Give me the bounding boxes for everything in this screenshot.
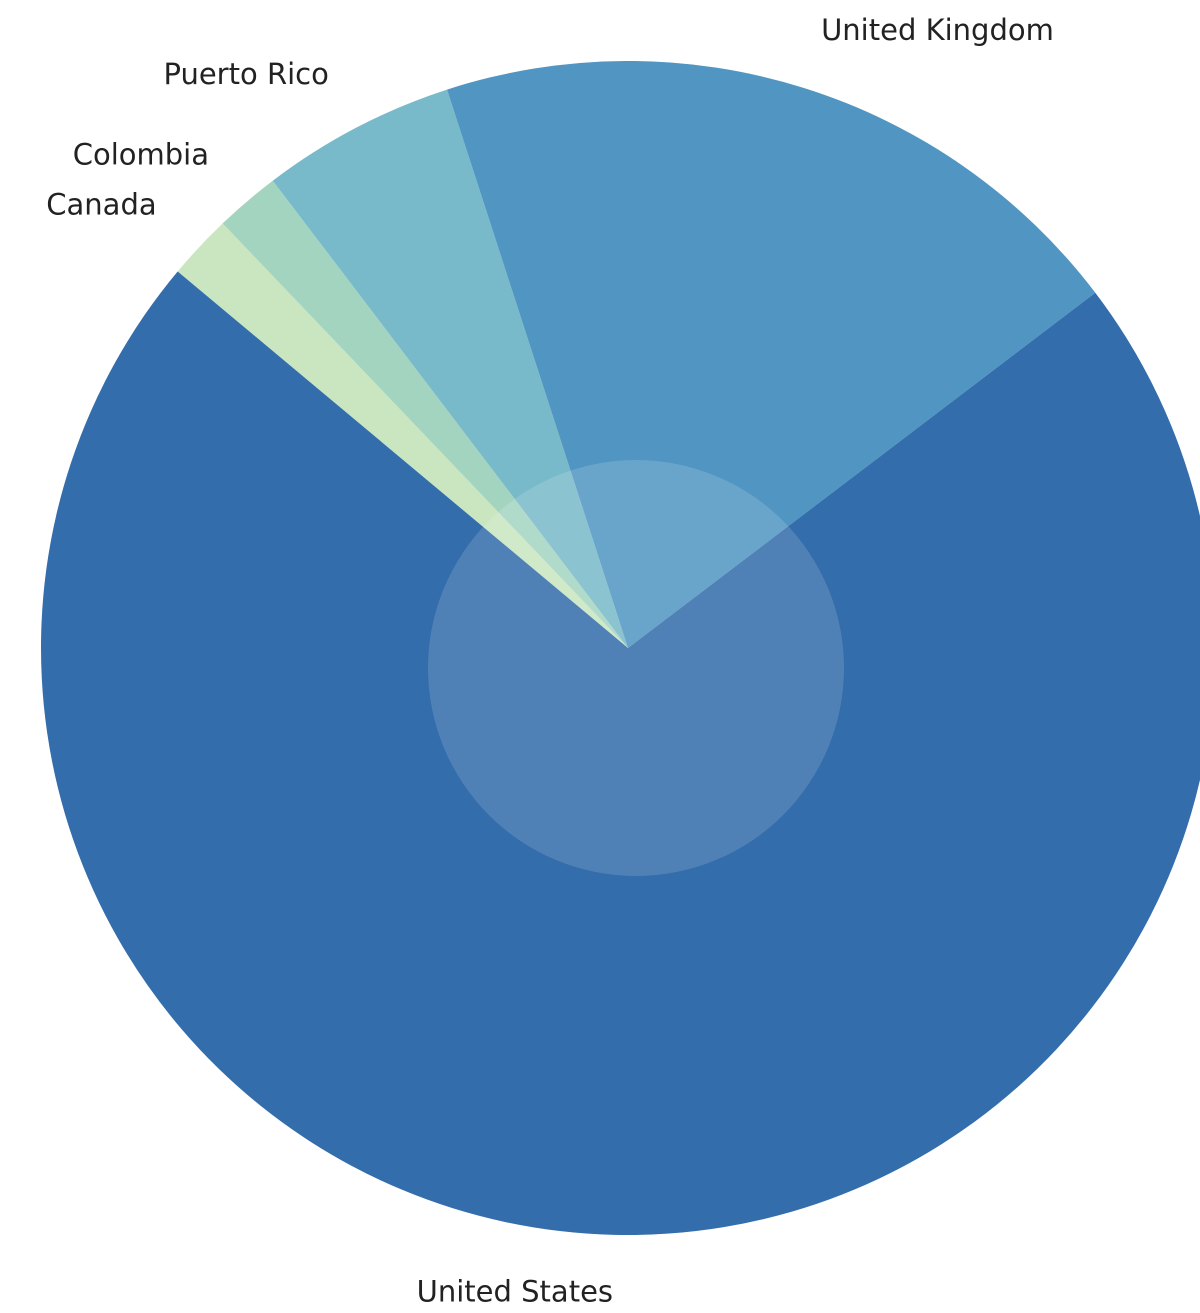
pie-slice <box>272 89 628 648</box>
slice-label: Canada <box>46 188 156 222</box>
pie <box>41 60 1200 1235</box>
pie-slice <box>222 180 628 649</box>
slice-label: Puerto Rico <box>163 57 328 91</box>
record-label-overlay <box>428 460 844 876</box>
slice-label: Colombia <box>73 138 209 172</box>
pie-slice <box>447 60 1096 648</box>
pie-slice <box>177 223 628 648</box>
slice-label: United Kingdom <box>821 13 1054 47</box>
slice-label: United States <box>417 1275 613 1309</box>
labels: Canada Colombia Puerto Rico United Kingdom U… <box>46 13 1054 1309</box>
pie-slice <box>41 271 1200 1235</box>
